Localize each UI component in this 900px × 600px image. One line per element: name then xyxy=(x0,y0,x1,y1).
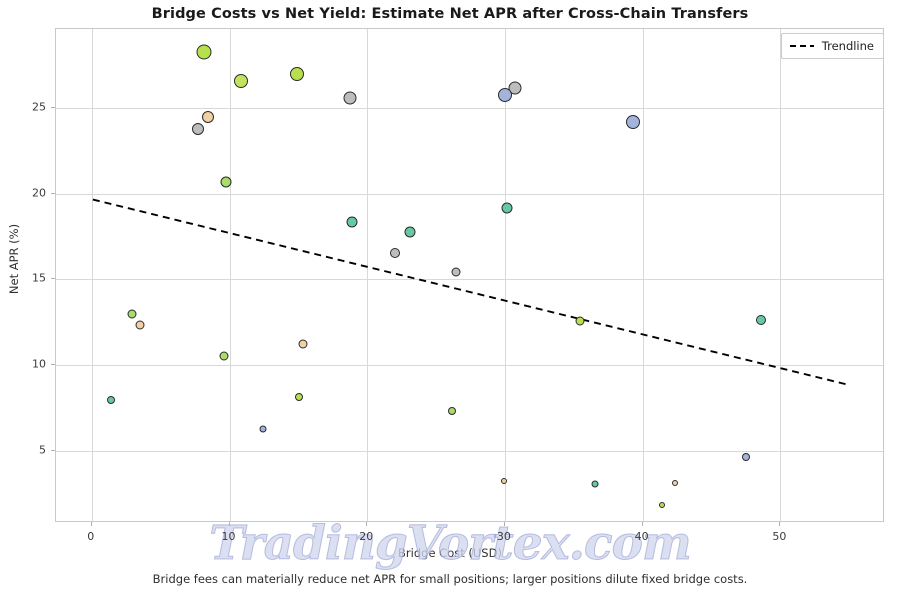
scatter-point xyxy=(196,44,212,60)
legend-item-trendline: Trendline xyxy=(821,39,874,53)
scatter-point xyxy=(671,479,678,486)
x-tick-label: 50 xyxy=(772,530,787,543)
y-tick-label: 20 xyxy=(32,186,46,200)
x-tickmark xyxy=(641,522,643,526)
y-tickmark xyxy=(51,106,55,108)
x-tickmark xyxy=(228,522,230,526)
scatter-point xyxy=(107,396,116,405)
scatter-point xyxy=(742,452,751,461)
watermark: TradingVortex.com xyxy=(209,516,692,572)
y-tick-label: 15 xyxy=(32,271,46,285)
x-tick-label: 20 xyxy=(359,530,374,543)
scatter-point xyxy=(626,115,641,130)
scatter-point xyxy=(343,91,357,105)
scatter-point xyxy=(500,477,507,484)
chart-caption: Bridge fees can materially reduce net AP… xyxy=(152,572,748,586)
y-gridline xyxy=(56,107,883,109)
scatter-point xyxy=(298,339,308,349)
scatter-point xyxy=(575,316,585,326)
trendline-dash-icon xyxy=(789,45,814,47)
y-gridline xyxy=(56,450,883,452)
x-tick-label: 10 xyxy=(221,530,236,543)
x-gridline xyxy=(91,29,93,521)
x-gridline xyxy=(642,29,644,521)
scatter-point xyxy=(290,67,305,82)
scatter-point xyxy=(390,247,401,258)
page-title: Bridge Costs vs Net Yield: Estimate Net … xyxy=(151,6,749,22)
scatter-point xyxy=(219,351,229,361)
scatter-point xyxy=(756,314,767,325)
scatter-point xyxy=(501,202,513,214)
scatter-point xyxy=(135,320,145,330)
x-tickmark xyxy=(503,522,505,526)
y-tick-label: 5 xyxy=(39,443,46,457)
scatter-point xyxy=(233,74,248,89)
y-axis-label: Net APR (%) xyxy=(7,223,21,295)
legend[interactable]: Trendline xyxy=(780,33,884,59)
plot-area xyxy=(55,28,884,522)
scatter-point xyxy=(192,123,205,136)
scatter-point xyxy=(447,406,456,415)
scatter-point xyxy=(346,216,358,228)
x-axis-label: Bridge Cost (USD) xyxy=(398,546,502,560)
scatter-point xyxy=(451,267,461,277)
y-tickmark xyxy=(51,192,55,194)
y-tickmark xyxy=(51,364,55,366)
scatter-point xyxy=(294,392,303,401)
scatter-point xyxy=(259,425,267,433)
x-tickmark xyxy=(366,522,368,526)
y-tick-label: 10 xyxy=(32,357,46,371)
scatter-point xyxy=(498,87,513,102)
y-gridline xyxy=(56,279,883,281)
scatter-point xyxy=(220,176,232,188)
scatter-point xyxy=(127,309,137,319)
scatter-point xyxy=(659,501,666,508)
y-tick-label: 25 xyxy=(32,100,46,114)
y-tickmark xyxy=(51,449,55,451)
x-gridline xyxy=(504,29,506,521)
scatter-point xyxy=(404,226,416,238)
y-gridline xyxy=(56,193,883,195)
scatter-point xyxy=(201,111,214,124)
x-tickmark xyxy=(779,522,781,526)
x-tick-label: 40 xyxy=(634,530,649,543)
x-tick-label: 30 xyxy=(496,530,511,543)
x-tickmark xyxy=(90,522,92,526)
y-tickmark xyxy=(51,278,55,280)
x-gridline xyxy=(780,29,782,521)
x-tick-label: 0 xyxy=(87,530,95,543)
scatter-point xyxy=(591,480,599,488)
y-gridline xyxy=(56,365,883,367)
x-gridline xyxy=(229,29,231,521)
x-gridline xyxy=(367,29,369,521)
